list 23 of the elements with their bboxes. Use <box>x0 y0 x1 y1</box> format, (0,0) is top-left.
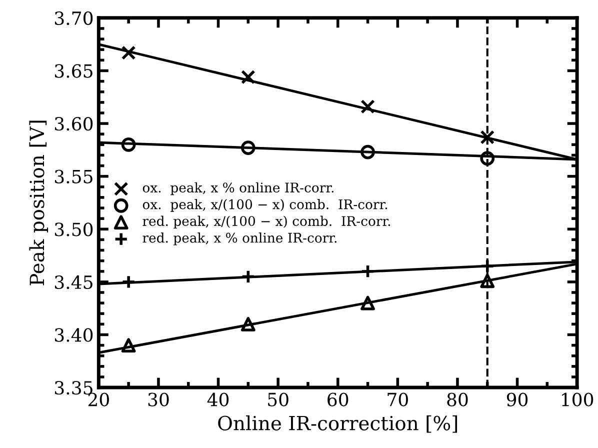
x-tick-label: 80 <box>447 392 468 406</box>
legend-label: ox. peak, x % online IR-corr. <box>142 182 334 196</box>
y-axis-title: Peak position [V] <box>29 120 48 286</box>
x-tick-label: 70 <box>388 392 408 406</box>
y-tick-label: 3.65 <box>54 64 92 78</box>
y-tick-label: 3.55 <box>54 170 92 184</box>
x-tick-label: 30 <box>148 392 169 406</box>
x-axis-title: Online IR-correction [%] <box>218 415 458 433</box>
y-tick-label: 3.50 <box>54 222 93 236</box>
x-tick-label: 100 <box>562 392 594 406</box>
y-tick-label: 3.35 <box>54 380 92 395</box>
y-tick-label: 3.70 <box>54 11 93 26</box>
x-tick-label: 20 <box>88 392 109 406</box>
y-tick-label: 3.60 <box>54 116 93 131</box>
y-tick-label: 3.40 <box>54 328 93 342</box>
y-tick-label: 3.45 <box>54 275 92 290</box>
x-tick-label: 50 <box>268 392 288 406</box>
legend-label: ox. peak, x/(100 − x) comb. IR-corr. <box>142 199 388 212</box>
legend-label: red. peak, x/(100 − x) comb. IR-corr. <box>142 216 390 229</box>
legend-label: red. peak, x % online IR-corr. <box>142 232 336 246</box>
x-tick-label: 90 <box>506 392 528 406</box>
x-tick-label: 60 <box>328 392 348 406</box>
x-tick-label: 40 <box>207 392 229 406</box>
